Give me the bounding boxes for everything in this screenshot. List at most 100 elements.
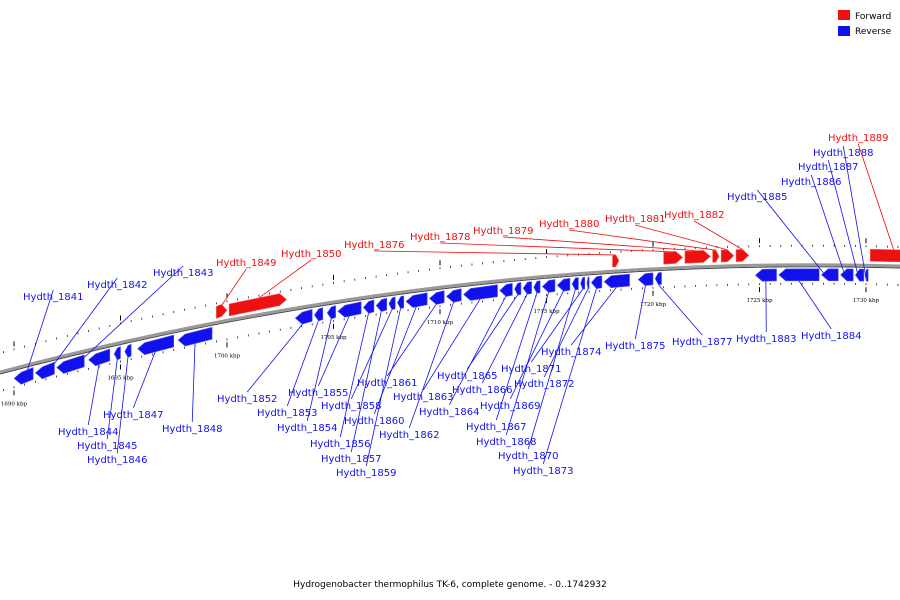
reverse-gene-arrow[interactable] [446, 288, 462, 303]
reverse-gene-arrow[interactable] [326, 305, 336, 320]
reverse-gene-arrow[interactable] [855, 268, 865, 282]
gene-label[interactable]: Hydth_1870 [498, 451, 559, 462]
reverse-gene-arrow[interactable] [778, 268, 820, 282]
forward-gene-arrow[interactable] [663, 251, 684, 265]
gene-label[interactable]: Hydth_1883 [736, 334, 797, 345]
gene-label[interactable]: Hydth_1861 [357, 378, 418, 389]
reverse-gene-arrow[interactable] [137, 334, 174, 355]
gene-label[interactable]: Hydth_1869 [480, 401, 541, 412]
reverse-gene-arrow[interactable] [177, 326, 213, 347]
reverse-gene-arrow[interactable] [428, 290, 445, 305]
gene-label[interactable]: Hydth_1874 [541, 347, 602, 358]
gene-label[interactable]: Hydth_1872 [514, 379, 575, 390]
forward-gene-arrow[interactable] [684, 250, 711, 264]
reverse-gene-arrow[interactable] [533, 280, 541, 294]
gene-label[interactable]: Hydth_1885 [727, 192, 788, 203]
gene-label[interactable]: Hydth_1884 [801, 331, 862, 342]
gene-label[interactable]: Hydth_1860 [344, 416, 405, 427]
gene-label[interactable]: Hydth_1842 [87, 280, 148, 291]
reverse-gene-arrow[interactable] [864, 268, 869, 282]
gene-label[interactable]: Hydth_1886 [781, 177, 842, 188]
gene-label[interactable]: Hydth_1843 [153, 268, 214, 279]
gene-label[interactable]: Hydth_1887 [798, 162, 859, 173]
reverse-gene-arrow[interactable] [362, 299, 375, 314]
gene-label[interactable]: Hydth_1846 [87, 455, 148, 466]
gene-label[interactable]: Hydth_1858 [321, 401, 382, 412]
gene-label[interactable]: Hydth_1862 [379, 430, 440, 441]
gene-label[interactable]: Hydth_1855 [288, 388, 349, 399]
gene-label[interactable]: Hydth_1853 [257, 408, 318, 419]
reverse-gene-arrow[interactable] [388, 296, 396, 311]
reverse-gene-arrow[interactable] [556, 277, 571, 292]
reverse-gene-arrow[interactable] [840, 268, 854, 282]
gene-label[interactable]: Hydth_1845 [77, 441, 138, 452]
gene-label[interactable]: Hydth_1848 [162, 424, 223, 435]
gene-label[interactable]: Hydth_1871 [501, 364, 562, 375]
reverse-gene-arrow[interactable] [375, 297, 387, 312]
reverse-gene-arrow[interactable] [754, 268, 777, 282]
gene-label[interactable]: Hydth_1866 [452, 385, 513, 396]
gene-label[interactable]: Hydth_1854 [277, 423, 338, 434]
reverse-gene-arrow[interactable] [637, 272, 654, 286]
reverse-gene-arrow[interactable] [586, 276, 590, 290]
gene-label[interactable]: Hydth_1864 [419, 407, 480, 418]
reverse-gene-arrow[interactable] [580, 276, 586, 290]
gene-highlight [445, 288, 462, 303]
reverse-gene-arrow[interactable] [820, 268, 839, 282]
forward-gene-arrow[interactable] [720, 249, 735, 263]
gene-label[interactable]: Hydth_1878 [410, 232, 471, 243]
reverse-gene-arrow[interactable] [397, 295, 405, 309]
gene-label[interactable]: Hydth_1873 [513, 466, 574, 477]
gene-label[interactable]: Hydth_1852 [217, 394, 278, 405]
gene-label[interactable]: Hydth_1849 [216, 258, 277, 269]
reverse-gene-arrow[interactable] [405, 292, 428, 308]
gene-label[interactable]: Hydth_1879 [473, 226, 534, 237]
reverse-gene-arrow[interactable] [337, 301, 362, 318]
reverse-gene-arrow[interactable] [124, 343, 132, 358]
gene-label[interactable]: Hydth_1865 [437, 371, 498, 382]
gene-label[interactable]: Hydth_1857 [321, 454, 382, 465]
gene-label[interactable]: Hydth_1888 [813, 148, 874, 159]
reverse-gene-arrow[interactable] [34, 361, 55, 380]
forward-gene-arrow[interactable] [228, 293, 288, 317]
gene-label[interactable]: Hydth_1875 [605, 341, 666, 352]
reverse-gene-arrow[interactable] [541, 279, 556, 293]
reverse-gene-arrow[interactable] [113, 346, 121, 361]
legend-reverse-swatch [838, 26, 850, 36]
forward-gene-arrow[interactable] [870, 249, 900, 263]
gene-label[interactable]: Hydth_1877 [672, 337, 733, 348]
gene-label[interactable]: Hydth_1859 [336, 468, 397, 479]
gene-label[interactable]: Hydth_1844 [58, 427, 119, 438]
reverse-gene-arrow[interactable] [590, 275, 603, 289]
reverse-gene-arrow[interactable] [514, 282, 522, 296]
reverse-gene-arrow[interactable] [654, 272, 662, 285]
reverse-gene-arrow[interactable] [603, 273, 630, 288]
forward-gene-arrow[interactable] [712, 249, 720, 263]
reverse-gene-arrow[interactable] [571, 277, 579, 291]
forward-gene-arrow[interactable] [216, 304, 228, 319]
gene-label[interactable]: Hydth_1847 [103, 410, 164, 421]
gene-label[interactable]: Hydth_1868 [476, 437, 537, 448]
gene-label[interactable]: Hydth_1889 [828, 133, 889, 144]
reverse-gene-arrow[interactable] [463, 284, 498, 301]
gene-label[interactable]: Hydth_1882 [664, 210, 725, 221]
forward-gene-arrow[interactable] [612, 254, 620, 268]
reverse-gene-arrow[interactable] [522, 281, 532, 295]
reverse-gene-arrow[interactable] [314, 307, 324, 322]
reverse-gene-arrow[interactable] [294, 308, 313, 325]
gene-label[interactable]: Hydth_1880 [539, 219, 600, 230]
gene-highlight [326, 305, 337, 320]
reverse-gene-arrow[interactable] [88, 348, 111, 367]
gene-label[interactable]: Hydth_1881 [605, 214, 666, 225]
reverse-gene-arrow[interactable] [56, 354, 85, 374]
gene-label[interactable]: Hydth_1850 [281, 249, 342, 260]
reverse-gene-arrow[interactable] [13, 367, 34, 385]
gene-callout-line [306, 318, 332, 422]
gene-label[interactable]: Hydth_1841 [23, 292, 84, 303]
gene-label[interactable]: Hydth_1867 [466, 422, 527, 433]
gene-label[interactable]: Hydth_1856 [310, 439, 371, 450]
forward-gene-arrow[interactable] [735, 249, 750, 262]
gene-label[interactable]: Hydth_1876 [344, 240, 405, 251]
gene-label[interactable]: Hydth_1863 [393, 392, 454, 403]
reverse-gene-arrow[interactable] [499, 282, 513, 297]
